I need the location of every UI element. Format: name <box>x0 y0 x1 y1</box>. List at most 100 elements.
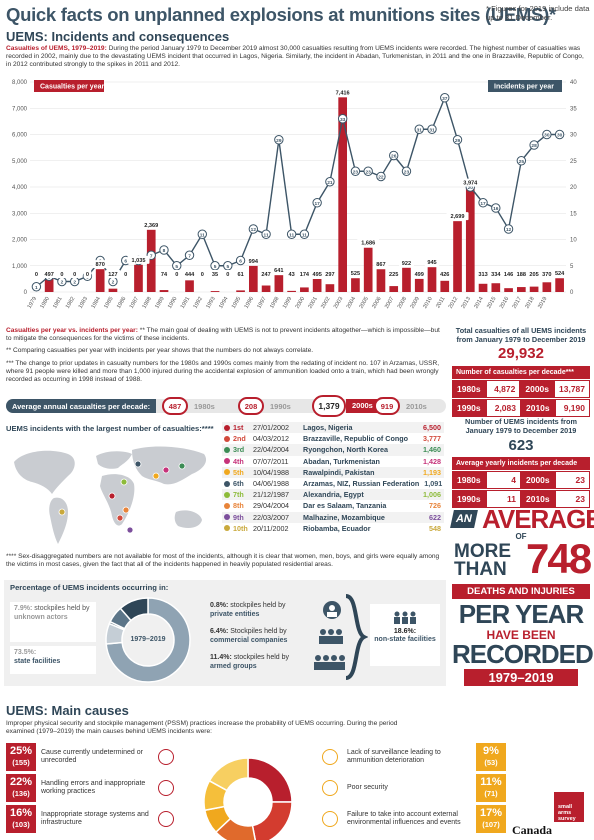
incident-point <box>223 261 233 271</box>
x-tick: 1981 <box>52 296 63 310</box>
x-tick: 1979 <box>27 296 38 310</box>
average-annual-value: 919 <box>374 397 400 415</box>
casualty-label: 444 <box>182 270 197 278</box>
incident-point <box>376 171 386 182</box>
avg-incidents-table: Average yearly incidents per decade 1980… <box>452 457 590 508</box>
incident-place: Alexandria, Egypt <box>303 490 364 500</box>
private-entity-icon <box>323 601 341 619</box>
x-tick: 1986 <box>116 296 127 310</box>
cause-count: (107) <box>482 820 500 829</box>
incident-date: 22/04/2004 <box>253 445 289 455</box>
world-map <box>14 446 207 544</box>
decade-row: 1990s 11 2010s 23 <box>452 490 590 508</box>
casualty-label: 43 <box>286 270 298 278</box>
canada-wordmark: Canada <box>512 823 553 837</box>
map-incident-dot <box>178 462 186 470</box>
armed-actor: armed groups <box>210 662 257 670</box>
incident-label: 33 <box>340 117 346 123</box>
incident-point <box>389 150 399 161</box>
svg-text:1,035: 1,035 <box>131 258 145 264</box>
average-annual-item: 919 2010s <box>374 395 433 417</box>
total-incidents-value: 623 <box>508 437 534 454</box>
casualty-bar <box>274 275 284 292</box>
donut-segment <box>247 757 293 803</box>
casualty-label: 525 <box>348 269 363 278</box>
claim-per-year: PER YEAR <box>458 599 584 629</box>
casualty-bar <box>134 264 143 292</box>
y-right-tick: 15 <box>570 211 577 217</box>
casualty-label: 247 <box>258 270 274 278</box>
x-tick: 2009 <box>410 296 421 310</box>
casualty-bar <box>146 229 156 292</box>
y-right-tick: 5 <box>570 264 574 270</box>
incident-point <box>452 135 463 145</box>
svg-text:2,369: 2,369 <box>144 223 158 229</box>
claim-have-been: HAVE BEEN <box>486 628 556 642</box>
incident-label: 25 <box>519 159 525 165</box>
donut-segment <box>105 597 191 683</box>
decade-label: 1990s <box>452 399 486 417</box>
claim-deaths: DEATHS AND INJURIES <box>452 584 590 599</box>
unknown-pct: 7.9%: <box>14 605 33 612</box>
incident-label: 23 <box>353 169 359 175</box>
svg-text:524: 524 <box>555 271 565 277</box>
cause-count: (136) <box>12 789 30 798</box>
commercial-icon <box>319 629 343 644</box>
svg-text:0: 0 <box>226 272 229 278</box>
x-tick: 2017 <box>512 296 523 310</box>
map-incident-dot <box>122 506 130 514</box>
incident-date: 04/03/2012 <box>253 434 289 444</box>
map-incident-dot <box>116 514 124 522</box>
people-icon <box>394 611 416 624</box>
casualties-heading: Casualties of UEMS, 1979–2019: <box>6 45 107 52</box>
svg-text:525: 525 <box>351 271 360 277</box>
map-incident-dot <box>126 526 134 534</box>
y-left-tick: 0 <box>24 290 28 296</box>
cause-item: 9% (53) Lack of surveillance leading to am… <box>318 742 506 772</box>
rank: 4th <box>233 456 244 466</box>
y-left-tick: 4,000 <box>12 185 28 191</box>
casualty-bar <box>325 284 335 292</box>
rank-dot-icon <box>224 525 230 532</box>
commercial-text: 6.4%: Stockpiles held by commercial comp… <box>210 628 340 645</box>
legend-incidents: Incidents per year <box>488 80 562 92</box>
y-right-tick: 0 <box>570 290 574 296</box>
svg-text:994: 994 <box>249 259 259 265</box>
incident-point <box>286 229 297 239</box>
casualty-label: 0 <box>58 270 66 278</box>
commercial-actor: commercial companies <box>210 636 288 644</box>
casualty-bar <box>402 267 411 292</box>
casualty-label: 0 <box>121 270 130 278</box>
x-tick: 2000 <box>295 296 306 310</box>
incident-label: 23 <box>366 169 372 175</box>
facilities-donut <box>105 597 191 683</box>
percentage-title: Percentage of UEMS incidents occurring i… <box>10 583 169 592</box>
page-title: Quick facts on unplanned explosions at m… <box>6 4 556 25</box>
casualties-incidents-chart: 0 1,000 2,000 3,000 4,000 5,000 6,000 7,000 8,00… <box>12 80 577 310</box>
svg-text:867: 867 <box>376 262 385 268</box>
decade-value: 23 <box>554 471 590 489</box>
decade-value: 13,787 <box>554 380 590 398</box>
state-rest: state facilities <box>14 657 61 665</box>
incident-point <box>516 156 527 166</box>
average-annual-value: 487 <box>162 397 188 415</box>
incident-label: 1 <box>35 285 38 291</box>
x-tick: 1998 <box>269 296 280 310</box>
casualty-label: 225 <box>386 270 402 278</box>
chart-note-1-head: Casualties per year vs. incidents per ye… <box>6 327 138 334</box>
casualty-label: 61 <box>234 270 247 278</box>
incident-label: 21 <box>327 180 333 186</box>
cause-percentage: 17% (107) <box>476 805 506 833</box>
x-tick: 1991 <box>180 296 191 310</box>
incident-label: 11 <box>302 232 307 238</box>
casualty-bar <box>363 247 373 292</box>
casualty-bar <box>542 282 552 292</box>
y-left-tick: 5,000 <box>12 159 28 165</box>
largest-row: 4th 07/07/2011 Abadan, Turkmenistan 1,428 <box>222 455 444 467</box>
incident-label: 28 <box>531 143 537 149</box>
average-annual-label: Average annual casualties per decade: <box>12 402 151 411</box>
casualty-label: 0 <box>83 270 92 278</box>
decade-label: 2000s <box>520 380 554 398</box>
cause-text: Inappropriate storage systems and infras… <box>41 810 149 827</box>
total-casualties-label: Total casualties of all UEMS incidents f… <box>455 326 587 344</box>
